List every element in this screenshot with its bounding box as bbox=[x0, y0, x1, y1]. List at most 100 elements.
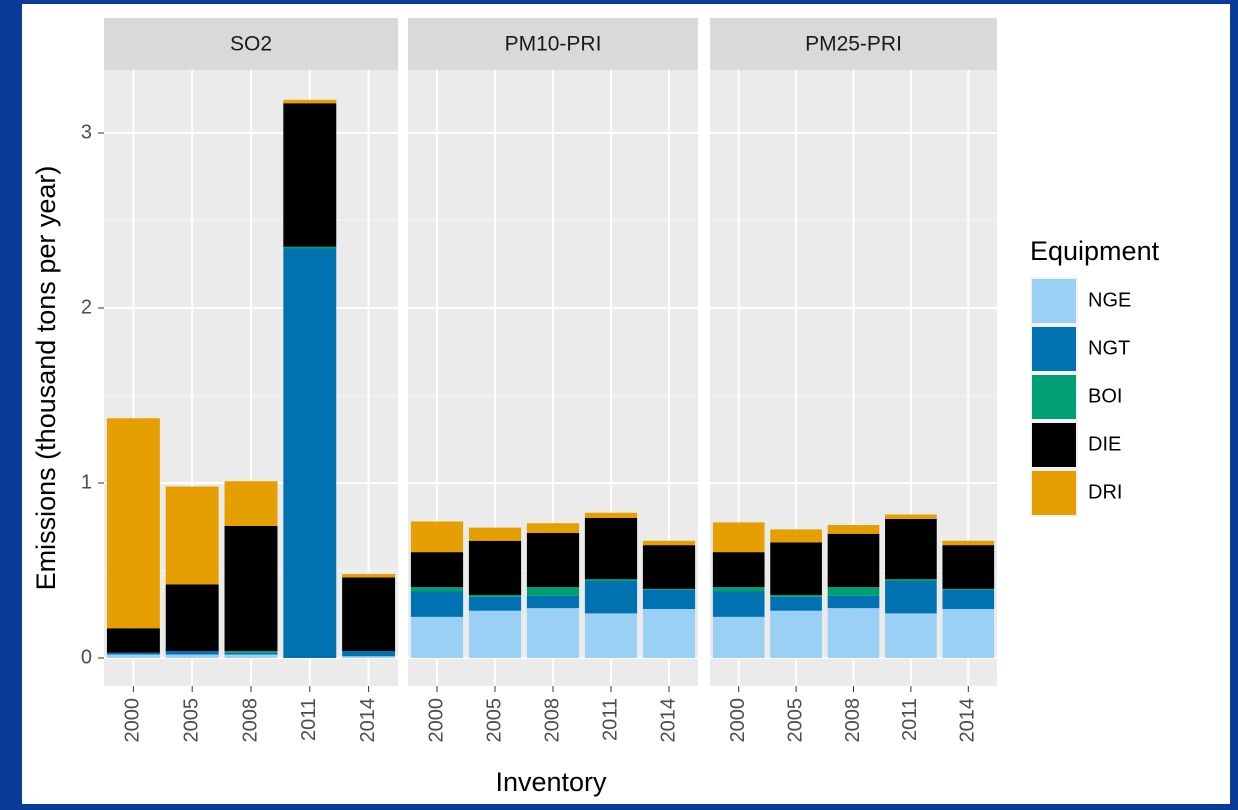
bar-segment bbox=[584, 613, 638, 658]
bar-segment bbox=[283, 246, 337, 249]
legend-key bbox=[1032, 423, 1076, 467]
bar-segment bbox=[224, 654, 278, 658]
bar-segment bbox=[526, 587, 580, 596]
legend-title: Equipment bbox=[1030, 236, 1160, 266]
bar-segment bbox=[468, 596, 522, 611]
bar-segment bbox=[342, 577, 396, 651]
bar-segment bbox=[770, 542, 822, 595]
y-tick-label: 2 bbox=[81, 296, 92, 318]
bar-segment bbox=[712, 587, 765, 592]
bar-segment bbox=[712, 522, 765, 553]
x-tick-label: 2000 bbox=[122, 698, 144, 743]
legend-label: BOI bbox=[1088, 385, 1122, 407]
bar-segment bbox=[165, 651, 219, 655]
bar-segment bbox=[942, 609, 995, 658]
bar-segment bbox=[584, 518, 638, 580]
bar-segment bbox=[885, 613, 937, 658]
bar-segment bbox=[827, 608, 880, 658]
legend-key bbox=[1032, 327, 1076, 371]
legend-label: DRI bbox=[1088, 481, 1122, 503]
strip-label: PM25-PRI bbox=[805, 33, 902, 56]
bar-segment bbox=[770, 595, 822, 597]
bar-segment bbox=[526, 608, 580, 658]
x-tick-label: 2008 bbox=[541, 698, 563, 743]
bar-segment bbox=[342, 651, 396, 657]
bar-segment bbox=[283, 248, 337, 658]
bar-segment bbox=[584, 579, 638, 581]
bar-segment bbox=[770, 529, 822, 543]
y-axis-title: Emissions (thousand tons per year) bbox=[31, 166, 61, 591]
x-tick-label: 2000 bbox=[425, 698, 447, 743]
bar-segment bbox=[885, 581, 937, 614]
bar-segment bbox=[342, 656, 396, 658]
legend-key bbox=[1032, 279, 1076, 323]
bar-segment bbox=[526, 595, 580, 609]
bar-segment bbox=[642, 540, 696, 546]
bar-segment bbox=[283, 103, 337, 247]
bar-segment bbox=[885, 579, 937, 581]
bar-segment bbox=[342, 574, 396, 578]
x-axis-title: Inventory bbox=[495, 767, 607, 797]
y-tick-label: 1 bbox=[81, 471, 92, 493]
bar-segment bbox=[410, 591, 464, 617]
bar-segment bbox=[165, 486, 219, 585]
bar-segment bbox=[410, 587, 464, 592]
bar-segment bbox=[942, 589, 995, 609]
bar-segment bbox=[584, 512, 638, 518]
x-tick-label: 2014 bbox=[657, 698, 679, 743]
bar-segment bbox=[468, 527, 522, 541]
bar-segment bbox=[165, 584, 219, 651]
bar-segment bbox=[827, 587, 880, 596]
y-tick-label: 0 bbox=[81, 646, 92, 668]
legend-key bbox=[1032, 471, 1076, 515]
strip bbox=[104, 18, 398, 70]
x-tick-label: 2008 bbox=[842, 698, 864, 743]
bar-segment bbox=[942, 540, 995, 546]
bar-segment bbox=[770, 610, 822, 658]
legend-label: DIE bbox=[1088, 433, 1121, 455]
bar-segment bbox=[224, 481, 278, 526]
bar-segment bbox=[584, 581, 638, 614]
x-tick-label: 2005 bbox=[483, 698, 505, 743]
x-tick-label: 2008 bbox=[239, 698, 261, 743]
x-tick-label: 2011 bbox=[899, 698, 921, 741]
legend-label: NGE bbox=[1088, 289, 1131, 311]
bar-segment bbox=[468, 610, 522, 658]
bar-segment bbox=[885, 514, 937, 519]
strip-label: PM10-PRI bbox=[505, 33, 602, 56]
bar-segment bbox=[283, 99, 337, 104]
bar-segment bbox=[642, 609, 696, 658]
bar-segment bbox=[106, 654, 160, 658]
bar-segment bbox=[106, 652, 160, 655]
bar-segment bbox=[526, 532, 580, 588]
bar-segment bbox=[468, 540, 522, 595]
x-tick-label: 2005 bbox=[784, 698, 806, 743]
bar-segment bbox=[770, 596, 822, 611]
x-tick-label: 2005 bbox=[180, 698, 202, 743]
x-tick-label: 2014 bbox=[957, 698, 979, 743]
y-tick-label: 3 bbox=[81, 121, 92, 143]
bar-segment bbox=[410, 521, 464, 553]
bar-segment bbox=[712, 552, 765, 588]
bar-segment bbox=[827, 525, 880, 534]
bar-segment bbox=[410, 616, 464, 658]
x-tick-label: 2011 bbox=[298, 698, 320, 741]
bar-segment bbox=[712, 616, 765, 658]
x-tick-label: 2000 bbox=[727, 698, 749, 743]
bar-segment bbox=[106, 628, 160, 653]
bar-segment bbox=[224, 652, 278, 655]
bar-segment bbox=[410, 552, 464, 588]
bar-segment bbox=[224, 525, 278, 651]
legend-label: NGT bbox=[1088, 337, 1130, 359]
bar-segment bbox=[642, 545, 696, 589]
strip bbox=[710, 18, 997, 70]
bar-segment bbox=[106, 418, 160, 629]
bar-segment bbox=[885, 518, 937, 580]
x-tick-label: 2011 bbox=[599, 698, 621, 741]
bar-segment bbox=[712, 591, 765, 617]
bar-segment bbox=[526, 523, 580, 533]
strip bbox=[408, 18, 698, 70]
bar-segment bbox=[942, 545, 995, 589]
bar-segment bbox=[165, 654, 219, 658]
